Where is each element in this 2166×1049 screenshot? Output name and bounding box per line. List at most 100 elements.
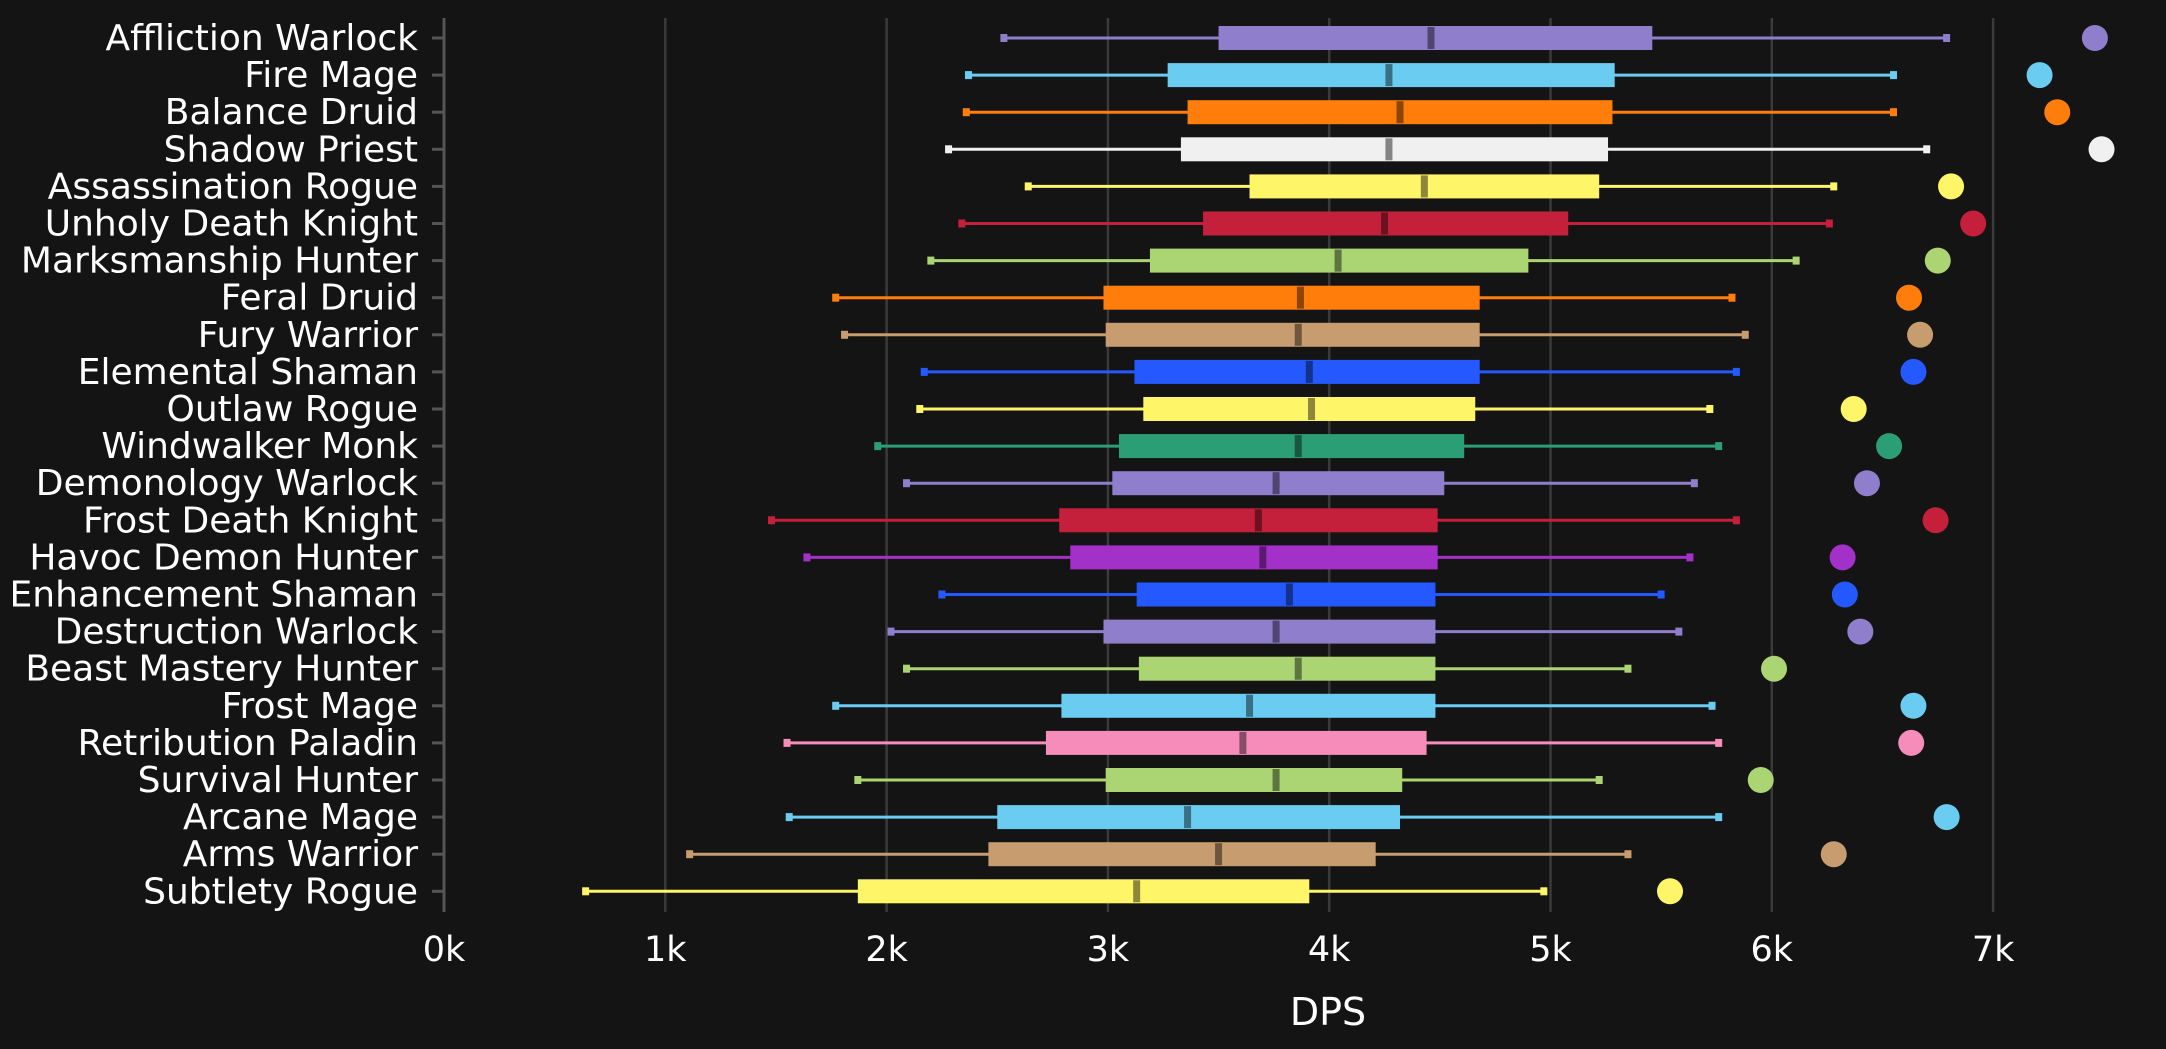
whisker-min-cap bbox=[832, 293, 840, 302]
box-group bbox=[803, 544, 1856, 571]
top-value-dot bbox=[1831, 581, 1858, 608]
median-marker bbox=[1334, 249, 1342, 272]
whisker-max-cap bbox=[1706, 405, 1714, 413]
iqr-box bbox=[1180, 137, 1609, 162]
category-label: Outlaw Rogue bbox=[167, 389, 418, 430]
top-value-dot bbox=[1829, 544, 1856, 571]
category-label: Demonology Warlock bbox=[36, 463, 418, 504]
whisker-min-cap bbox=[768, 516, 776, 525]
whisker-min-cap bbox=[841, 330, 849, 339]
top-value-dot bbox=[1853, 470, 1880, 497]
whisker-max-cap bbox=[1686, 553, 1694, 562]
whisker-min-cap bbox=[920, 367, 928, 376]
box-group bbox=[785, 804, 1960, 831]
median-marker bbox=[1272, 769, 1280, 791]
top-value-dot bbox=[1900, 358, 1927, 385]
box-group bbox=[920, 358, 1927, 385]
whisker-min-cap bbox=[927, 256, 935, 265]
category-label: Fire Mage bbox=[244, 55, 418, 96]
median-marker bbox=[1272, 620, 1280, 643]
whisker-min-cap bbox=[887, 627, 895, 636]
whisker-max-cap bbox=[1830, 182, 1838, 191]
whisker-min-cap bbox=[686, 850, 694, 859]
iqr-box bbox=[1105, 768, 1403, 792]
median-marker bbox=[1259, 546, 1267, 569]
whisker-max-cap bbox=[1732, 516, 1740, 525]
iqr-box bbox=[1105, 322, 1480, 347]
whisker-min-cap bbox=[1024, 182, 1032, 191]
median-marker bbox=[1396, 101, 1404, 124]
iqr-box bbox=[1118, 434, 1465, 459]
top-value-dot bbox=[1840, 396, 1867, 422]
top-value-dot bbox=[1747, 767, 1774, 793]
median-marker bbox=[1305, 360, 1313, 383]
whisker-max-cap bbox=[1715, 813, 1723, 822]
category-label: Unholy Death Knight bbox=[45, 204, 418, 245]
top-value-dot bbox=[1960, 210, 1987, 237]
box-group bbox=[903, 655, 1788, 682]
category-label: Arcane Mage bbox=[183, 797, 418, 838]
iqr-box bbox=[1138, 656, 1436, 681]
top-value-dot bbox=[1847, 618, 1874, 645]
whisker-min-cap bbox=[854, 776, 862, 784]
median-marker bbox=[1381, 212, 1389, 235]
iqr-box bbox=[1045, 730, 1427, 755]
median-marker bbox=[1254, 509, 1262, 532]
median-marker bbox=[1215, 843, 1223, 866]
x-tick-label: 2k bbox=[865, 930, 908, 970]
category-label: Retribution Paladin bbox=[78, 723, 418, 764]
category-label: Shadow Priest bbox=[164, 129, 418, 170]
box-group bbox=[582, 878, 1684, 905]
whisker-max-cap bbox=[1624, 850, 1632, 859]
median-marker bbox=[1272, 472, 1280, 495]
whisker-min-cap bbox=[783, 738, 791, 747]
median-marker bbox=[1285, 583, 1293, 606]
whisker-max-cap bbox=[1792, 256, 1800, 265]
whisker-min-cap bbox=[903, 664, 911, 673]
x-tick-label: 7k bbox=[1972, 930, 2015, 970]
x-tick-label: 0k bbox=[423, 930, 466, 970]
top-value-dot bbox=[1876, 433, 1903, 460]
median-marker bbox=[1385, 64, 1393, 87]
x-tick-label: 4k bbox=[1308, 930, 1351, 970]
category-label: Fury Warrior bbox=[198, 315, 418, 356]
box-group bbox=[958, 210, 1987, 237]
x-axis-title: DPS bbox=[1290, 990, 1366, 1034]
median-marker bbox=[1296, 286, 1304, 309]
category-label: Balance Druid bbox=[165, 92, 418, 133]
median-marker bbox=[1420, 175, 1428, 198]
box-group bbox=[854, 767, 1774, 793]
whisker-max-cap bbox=[1595, 776, 1603, 784]
category-label: Frost Mage bbox=[221, 686, 418, 727]
category-label: Havoc Demon Hunter bbox=[29, 537, 418, 578]
x-tick-label: 5k bbox=[1529, 930, 1572, 970]
whisker-max-cap bbox=[1825, 219, 1833, 228]
whisker-max-cap bbox=[1540, 887, 1548, 896]
whisker-min-cap bbox=[938, 590, 946, 599]
box-group bbox=[768, 507, 1949, 534]
whisker-min-cap bbox=[964, 71, 972, 80]
whisker-min-cap bbox=[785, 813, 793, 822]
top-value-dot bbox=[1761, 655, 1788, 682]
category-label: Feral Druid bbox=[221, 278, 418, 319]
whisker-min-cap bbox=[832, 701, 840, 710]
whisker-max-cap bbox=[1715, 738, 1723, 747]
whisker-max-cap bbox=[1624, 664, 1632, 673]
median-marker bbox=[1427, 27, 1435, 49]
category-label: Beast Mastery Hunter bbox=[25, 649, 418, 690]
category-label: Destruction Warlock bbox=[55, 612, 419, 653]
whisker-max-cap bbox=[1675, 627, 1683, 636]
top-value-dot bbox=[2026, 62, 2053, 89]
top-value-dot bbox=[1657, 878, 1684, 905]
whisker-max-cap bbox=[1923, 145, 1931, 154]
iqr-box bbox=[857, 879, 1310, 904]
median-marker bbox=[1239, 731, 1247, 754]
whisker-max-cap bbox=[1890, 71, 1898, 80]
box-group bbox=[903, 470, 1880, 497]
box-group bbox=[938, 581, 1858, 608]
x-tick-label: 3k bbox=[1087, 930, 1130, 970]
x-tick-label: 1k bbox=[644, 930, 687, 970]
box-group bbox=[832, 284, 1923, 311]
